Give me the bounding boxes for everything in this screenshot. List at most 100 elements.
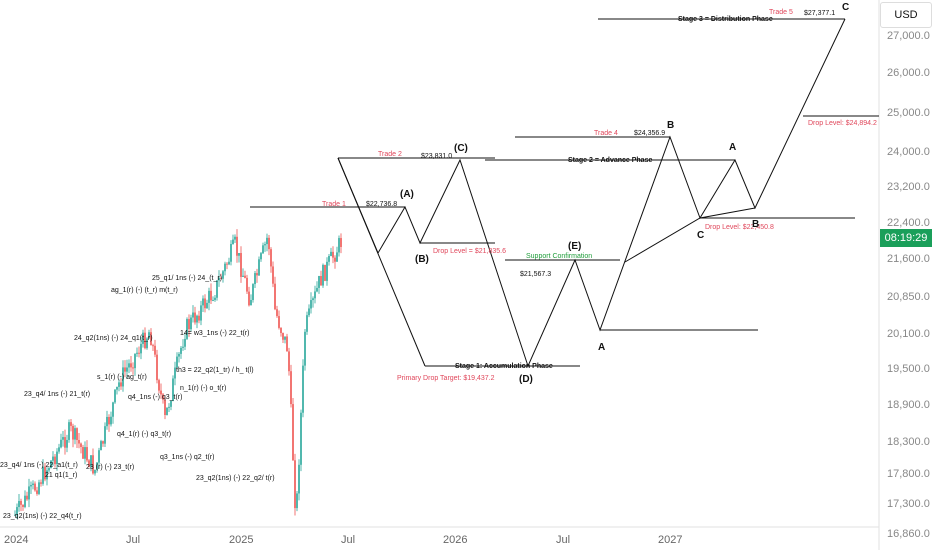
candle-body	[320, 276, 322, 286]
candle-body	[58, 447, 60, 452]
candle-body	[220, 277, 222, 279]
time-tick-label: 2024	[4, 534, 28, 546]
candle-body	[268, 237, 270, 250]
candle-body	[252, 284, 254, 301]
point-label-c2: C	[842, 2, 849, 13]
wave-label: 25_q1/ 1ns (-) 24_(t_r)	[152, 275, 222, 282]
wave-label: 23_q4/ 1ns (-) 22_a1(t_r)	[0, 462, 78, 469]
candle-body	[302, 365, 304, 413]
candle-body	[318, 276, 320, 288]
candle-body	[104, 426, 106, 444]
wave-label: th3 = 22_q2(1_tr) / h_ t(l)	[176, 367, 254, 374]
candle-body	[90, 455, 92, 468]
candle-body	[60, 439, 62, 448]
candle-body	[284, 336, 286, 340]
candle-body	[170, 401, 172, 407]
wave-label: q3_1ns (-) q2_t(r)	[160, 454, 214, 461]
candle-body	[36, 490, 38, 494]
candle-body	[124, 367, 126, 372]
candle-body	[142, 332, 144, 344]
candle-body	[298, 464, 300, 494]
candle-body	[134, 353, 136, 369]
candle-body	[336, 252, 338, 262]
candle-body	[84, 447, 86, 459]
candle-body	[242, 275, 244, 277]
candle-body	[116, 386, 118, 390]
candle-body	[196, 315, 198, 323]
candle-body	[186, 319, 188, 339]
candle-body	[162, 394, 164, 400]
candle-body	[266, 237, 268, 245]
wave-label: n_1(r) (-) o_t(r)	[180, 385, 226, 392]
candle-body	[152, 345, 154, 347]
candle-body	[154, 345, 156, 355]
candle-body	[174, 367, 176, 379]
drop2-label: Drop Level: $22,450.8	[705, 224, 774, 231]
candle-body	[246, 277, 248, 292]
price-tick-label: 17,800.0	[887, 468, 930, 480]
candle-body	[316, 287, 318, 292]
candle-body	[312, 298, 314, 301]
point-label-A: (A)	[400, 189, 414, 200]
price-tick-label: 21,600.0	[887, 253, 930, 265]
candle-body	[98, 450, 100, 463]
candle-body	[16, 507, 18, 515]
candle-body	[214, 297, 216, 300]
candle-body	[250, 300, 252, 306]
time-badge-label: 08:19:29	[884, 232, 928, 244]
price-tick-label: 26,000.0	[887, 67, 930, 79]
candle-body	[182, 346, 184, 348]
candle-body	[278, 316, 280, 328]
stage2-label: Stage 2 = Advance Phase	[568, 157, 652, 164]
candle-body	[62, 437, 64, 440]
time-badge: 08:19:29	[880, 229, 932, 247]
currency-selector[interactable]: USD	[880, 2, 932, 28]
candle-body	[304, 331, 306, 366]
time-axis[interactable]: 2024 Jul 2025 Jul 2026 Jul 2027	[4, 534, 682, 546]
candle-body	[118, 382, 120, 387]
candle-body	[40, 482, 42, 484]
candle-body	[274, 283, 276, 310]
price-tick-label: 18,900.0	[887, 399, 930, 411]
candlestick-series	[14, 229, 342, 519]
candle-body	[48, 468, 50, 471]
price-tick-label: 27,000.0	[887, 30, 930, 42]
point-label-c1: C	[697, 230, 704, 241]
candle-body	[14, 514, 16, 516]
candle-body	[202, 298, 204, 306]
candle-body	[108, 416, 110, 425]
candle-body	[216, 280, 218, 298]
point-label-C: (C)	[454, 143, 468, 154]
price-tick-label: 18,300.0	[887, 436, 930, 448]
candle-body	[282, 333, 284, 340]
candle-body	[206, 302, 208, 309]
candle-body	[240, 253, 242, 277]
candle-body	[128, 363, 130, 368]
candle-body	[132, 367, 134, 369]
candle-body	[308, 308, 310, 316]
candle-body	[114, 389, 116, 403]
candle-body	[52, 456, 54, 461]
wave-label: q4_1ns (-) q3_t(r)	[128, 394, 182, 401]
candle-body	[296, 493, 298, 509]
time-tick-label: 2026	[443, 534, 467, 546]
candle-body	[204, 298, 206, 309]
price-tick-label: 20,850.0	[887, 291, 930, 303]
support-label: Support Confirmation	[526, 253, 592, 260]
candle-body	[218, 277, 220, 281]
candle-body	[44, 466, 46, 480]
price-axis[interactable]: 27,000.0 26,000.0 25,000.0 24,000.0 23,200.0…	[887, 30, 930, 540]
time-tick-label: 2025	[229, 534, 253, 546]
candle-body	[254, 273, 256, 285]
trade1-price: $22,736.8	[366, 201, 397, 208]
candle-body	[200, 305, 202, 321]
point-label-E: (E)	[568, 241, 581, 252]
candle-body	[164, 399, 166, 416]
candle-body	[330, 251, 332, 257]
candle-body	[92, 455, 94, 474]
candle-body	[172, 378, 174, 402]
candle-body	[26, 495, 28, 500]
candle-body	[300, 412, 302, 465]
candle-body	[232, 239, 234, 245]
